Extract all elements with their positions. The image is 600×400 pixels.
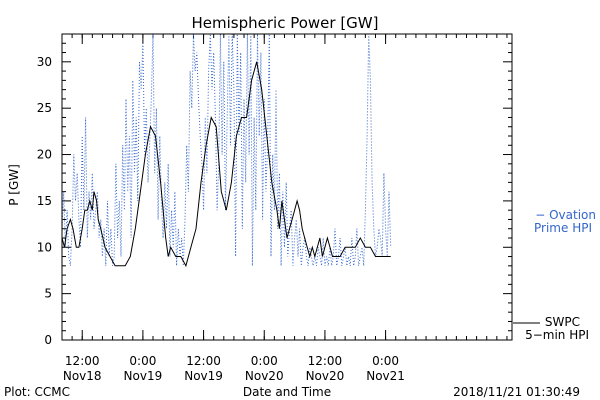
x-tick-label-date: Nov21 (366, 369, 405, 383)
x-tick-label-date: Nov20 (306, 369, 345, 383)
y-tick-label: 15 (37, 194, 52, 208)
x-tick-label-time: 0:00 (372, 354, 399, 368)
y-tick-label: 25 (37, 101, 52, 115)
legend-ovation-line2: Prime HPI (534, 221, 592, 235)
y-tick-label: 0 (44, 333, 52, 347)
legend-swpc: SWPC 5−min HPI (513, 315, 589, 342)
legend-ovation: − Ovation Prime HPI (534, 208, 596, 235)
y-tick-label: 10 (37, 240, 52, 254)
y-tick-label: 20 (37, 148, 52, 162)
x-tick-label-date: Nov19 (184, 369, 223, 383)
footer-plot-credit: Plot: CCMC (4, 385, 70, 399)
axes-group: 05101520253012:00Nov180:00Nov1912:00Nov1… (37, 33, 512, 383)
x-tick-label-date: Nov18 (63, 369, 102, 383)
legend-swpc-line1: SWPC (545, 315, 580, 329)
x-tick-label-time: 12:00 (308, 354, 343, 368)
series-ovation-line (62, 34, 392, 266)
chart-title: Hemispheric Power [GW] (192, 14, 379, 32)
y-tick-label: 30 (37, 55, 52, 69)
plot-frame (61, 33, 513, 341)
x-axis-label: Date and Time (243, 385, 331, 399)
y-axis-label: P [GW] (7, 164, 21, 206)
footer-timestamp: 2018/11/21 01:30:49 (453, 385, 580, 399)
x-tick-label-time: 12:00 (186, 354, 221, 368)
x-tick-label-time: 0:00 (129, 354, 156, 368)
series-group (62, 34, 392, 268)
legend-swpc-line2: 5−min HPI (525, 328, 589, 342)
legend-ovation-line1: − Ovation (535, 208, 596, 222)
x-tick-label-time: 0:00 (251, 354, 278, 368)
series-swpc-line (62, 61, 391, 268)
x-tick-label-time: 12:00 (65, 354, 100, 368)
x-tick-label-date: Nov20 (245, 369, 284, 383)
x-tick-label-date: Nov19 (124, 369, 163, 383)
y-tick-label: 5 (44, 287, 52, 301)
